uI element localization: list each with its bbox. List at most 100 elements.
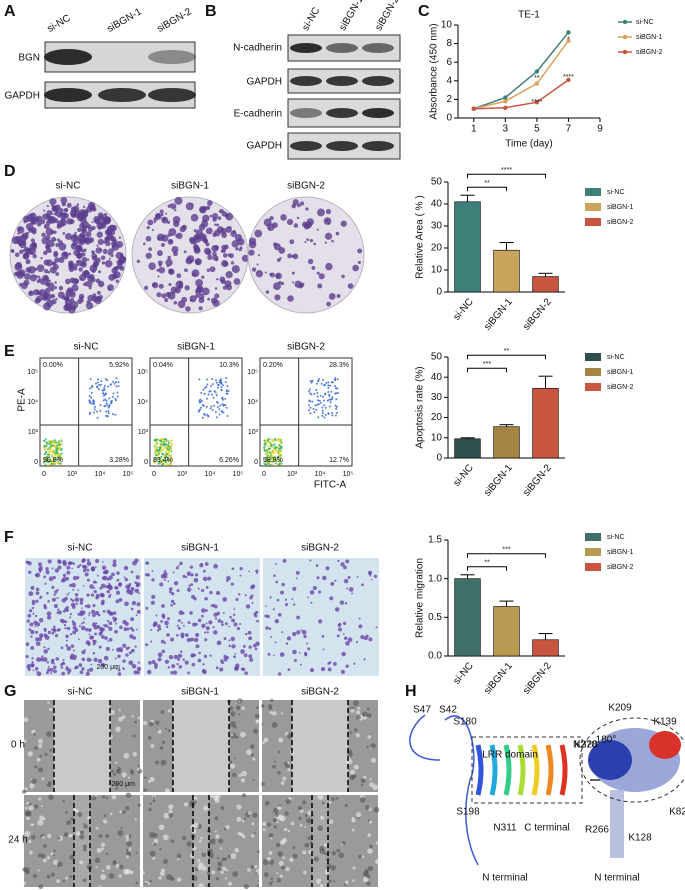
x-tick-label: 10⁴ (95, 471, 106, 478)
cell (323, 843, 328, 847)
event (273, 439, 276, 442)
quadrant-percent: 28.3% (329, 362, 349, 369)
colony (357, 248, 363, 254)
cell (148, 807, 152, 812)
cell (176, 634, 179, 637)
cell (213, 630, 218, 635)
cell (25, 560, 29, 564)
colony (212, 232, 217, 237)
cell (77, 812, 83, 817)
cell (77, 565, 80, 569)
cell (249, 596, 253, 600)
cell (256, 884, 259, 887)
cell (95, 826, 99, 830)
cell (356, 812, 362, 818)
cell (65, 576, 70, 581)
cell (100, 842, 106, 847)
cell (176, 624, 179, 627)
event (309, 406, 312, 409)
event (222, 411, 225, 414)
cell (285, 798, 291, 805)
colony (45, 227, 54, 236)
cell (269, 596, 272, 599)
colony (54, 257, 60, 263)
colony (78, 248, 83, 252)
cell (170, 637, 175, 642)
cell (72, 621, 77, 626)
cell (163, 641, 167, 644)
cell (300, 629, 303, 632)
colony (74, 231, 77, 235)
cell (355, 733, 360, 738)
cell (30, 823, 34, 827)
event (219, 378, 222, 381)
cell (36, 657, 41, 662)
event (55, 458, 58, 461)
colony (151, 228, 155, 232)
cell (236, 627, 241, 631)
colony (26, 214, 34, 222)
event (273, 446, 276, 449)
legend-label: siBGN-2 (607, 384, 634, 391)
cell (185, 633, 189, 637)
cell (80, 622, 83, 625)
cell (214, 617, 218, 620)
event (163, 447, 166, 450)
colony (116, 240, 124, 248)
cell (255, 872, 258, 875)
cell (256, 719, 259, 722)
x-tick-label: si-NC (451, 297, 475, 323)
event (201, 416, 204, 419)
event (264, 460, 267, 463)
event (111, 413, 114, 416)
cell (118, 597, 123, 602)
event (99, 409, 102, 412)
cell (247, 868, 251, 872)
cell (375, 841, 379, 845)
residue-label: K209 (608, 703, 632, 714)
colony (195, 288, 202, 295)
cell (236, 804, 242, 810)
bar (532, 388, 559, 459)
cell (82, 621, 85, 624)
cell (292, 631, 297, 637)
colony (273, 242, 278, 247)
cell (81, 657, 86, 662)
event (90, 384, 93, 387)
cell (168, 655, 174, 660)
x-tick-label: si-NC (451, 463, 475, 489)
colony (58, 285, 64, 291)
colony (56, 238, 60, 242)
residue-label: K128 (628, 833, 652, 844)
cell (116, 766, 121, 772)
flow-plot (39, 357, 133, 467)
cell (207, 848, 213, 855)
colony (153, 220, 156, 224)
event (323, 404, 326, 407)
event (273, 443, 276, 446)
cell (204, 597, 208, 601)
protein-strand (489, 744, 498, 796)
cell (118, 582, 122, 586)
point (503, 105, 508, 110)
colony (97, 212, 104, 219)
point (566, 77, 571, 83)
cell (32, 732, 36, 736)
colony (317, 208, 325, 217)
cell (324, 852, 328, 856)
cell (44, 752, 48, 757)
colony (42, 278, 46, 281)
cell (214, 816, 219, 821)
cell (356, 576, 359, 578)
cell (95, 558, 100, 564)
event (213, 390, 216, 393)
cell (37, 819, 44, 826)
colony (72, 263, 78, 269)
cell (84, 605, 88, 608)
colony (62, 232, 66, 235)
significance-label: ** (504, 348, 510, 355)
plot-title: si-NC (74, 342, 99, 353)
cell (246, 749, 252, 756)
cell (103, 655, 109, 661)
event (60, 458, 63, 461)
